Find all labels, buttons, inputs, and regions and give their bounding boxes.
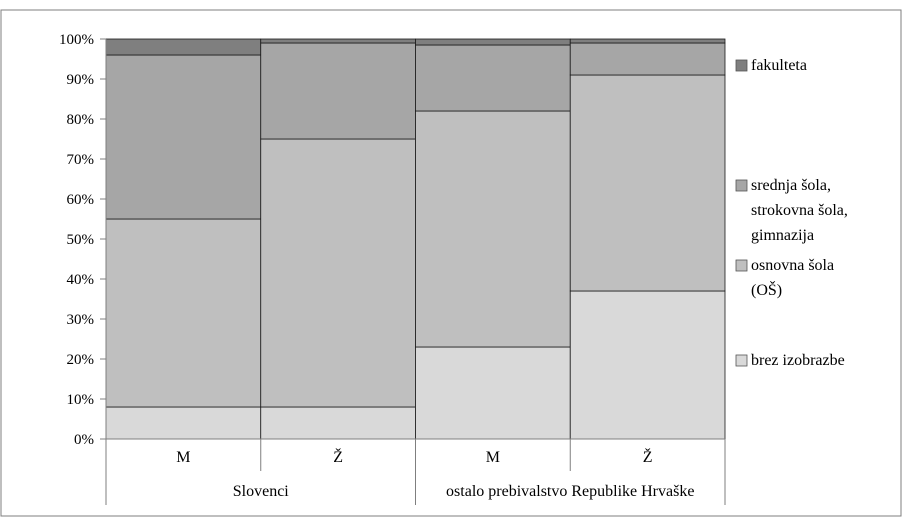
bar-segment: [260, 42, 416, 140]
bar-segment: [415, 346, 571, 440]
legend-swatch: [735, 259, 748, 272]
y-tick-label: 40%: [67, 272, 95, 288]
bar-segment: [415, 110, 571, 348]
bar-segment: [105, 54, 262, 220]
bar-segment: [569, 290, 726, 440]
y-tick-label: 20%: [67, 352, 95, 368]
bar-segment: [260, 38, 416, 44]
y-tick-label: 80%: [67, 112, 95, 128]
bar-segment: [569, 74, 726, 292]
legend-swatch: [735, 59, 748, 72]
bar-segment: [569, 38, 726, 44]
bar-segment: [260, 138, 416, 408]
legend-swatch: [735, 354, 748, 367]
legend-label: strokovna šola,: [751, 202, 848, 219]
bar-segment: [105, 38, 262, 56]
y-tick-label: 10%: [67, 392, 95, 408]
x-category-label: Ž: [643, 447, 653, 466]
x-category-label: M: [486, 449, 500, 466]
legend-label: (OŠ): [751, 280, 782, 299]
bar-segment: [415, 44, 571, 112]
bar-segment: [569, 42, 726, 76]
y-tick-label: 70%: [67, 152, 95, 168]
legend: fakulteta srednja šola, strokovna šola, gim…: [735, 57, 848, 369]
axes-layer: 0% 10% 20% 30% 40% 50% 60% 70% 80% 90% 100% M Ž M Ž Slo…: [59, 32, 726, 505]
legend-label: brez izobrazbe: [751, 352, 845, 369]
bar-segment: [105, 406, 262, 440]
bar-segment: [105, 218, 262, 408]
bar-segment: [260, 406, 416, 440]
legend-label: fakulteta: [751, 57, 807, 74]
x-group-label: Slovenci: [233, 483, 290, 500]
bar-segment: [415, 38, 571, 46]
x-group-label: ostalo prebivalstvo Republike Hrvaške: [446, 483, 694, 500]
y-tick-label: 0%: [74, 432, 94, 448]
x-category-label: Ž: [333, 447, 343, 466]
y-tick-label: 60%: [67, 192, 95, 208]
y-tick-label: 90%: [67, 72, 95, 88]
legend-label: srednja šola,: [751, 177, 831, 194]
legend-label: gimnazija: [751, 227, 814, 244]
bars-layer: [105, 38, 726, 440]
legend-swatch: [735, 179, 748, 192]
x-category-label: M: [176, 449, 190, 466]
y-tick-label: 100%: [59, 32, 94, 48]
legend-label: osnovna šola: [751, 257, 834, 274]
y-tick-label: 50%: [67, 232, 95, 248]
y-tick-label: 30%: [67, 312, 95, 328]
